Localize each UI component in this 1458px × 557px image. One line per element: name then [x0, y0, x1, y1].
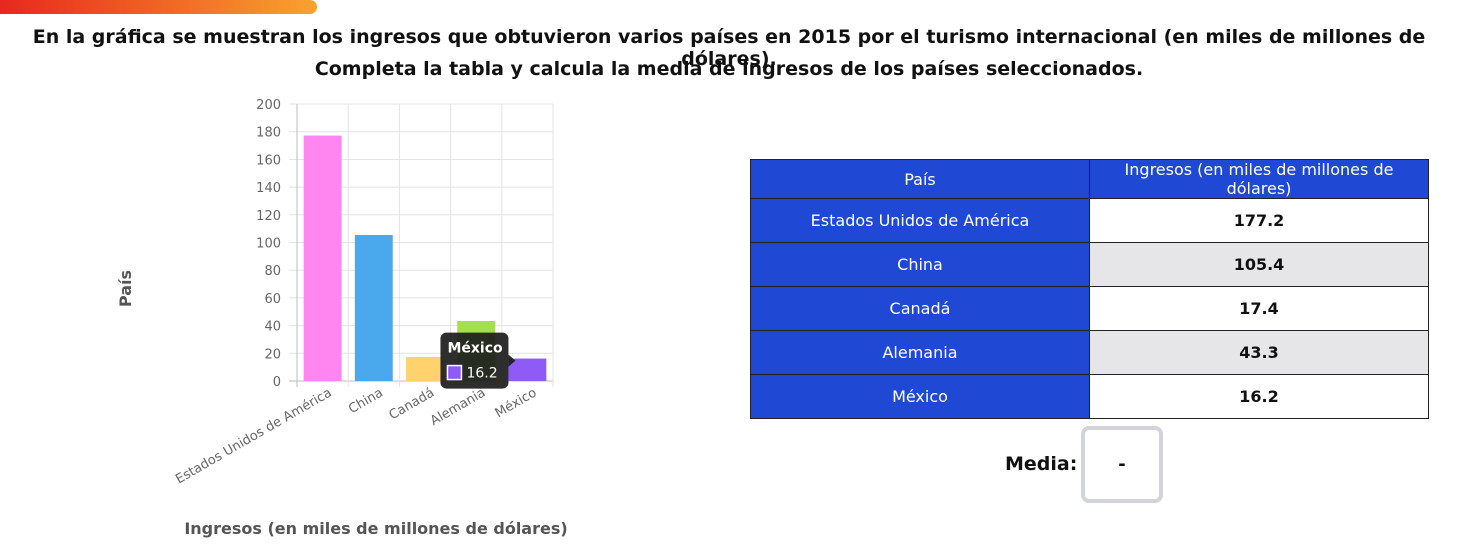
x-tick-label: China [346, 385, 386, 417]
y-tick-label: 160 [256, 153, 281, 168]
table-cell-income[interactable]: 43.3 [1089, 330, 1429, 375]
bar-5 [508, 358, 547, 381]
table-cell-country: China [750, 242, 1090, 287]
y-tick-label: 20 [264, 347, 281, 362]
table-cell-country: México [750, 374, 1090, 419]
table-cell-country: Alemania [750, 330, 1090, 375]
tooltip-swatch [446, 364, 463, 381]
bar-2 [354, 235, 393, 381]
x-tick-label: México [493, 385, 540, 421]
mean-input[interactable]: - [1081, 426, 1163, 503]
y-tick-label: 100 [256, 237, 281, 252]
progress-bar-fill [0, 0, 317, 14]
progress-bar [0, 0, 680, 14]
y-tick-label: 200 [256, 98, 281, 113]
bar-3 [406, 356, 444, 381]
y-tick-label: 0 [273, 375, 281, 390]
mean-label: Media: [1005, 453, 1078, 475]
header-income: Ingresos (en miles de millones de dólare… [1089, 159, 1429, 199]
tooltip-title: México [447, 341, 503, 357]
question-prompt-line-2: Completa la tabla y calcula la media de … [314, 58, 1144, 80]
y-tick-label: 140 [256, 181, 281, 196]
table-row: Canadá 17.4 [750, 286, 1429, 331]
x-tick-label: Estados Unidos de América [173, 385, 334, 487]
table-cell-income[interactable]: 105.4 [1089, 242, 1429, 287]
bar-1 [303, 135, 342, 381]
mean-value: - [1118, 454, 1126, 475]
table-row: China 105.4 [750, 242, 1429, 287]
bar-chart: 0 20 40 60 80 100 120 140 160 180 200 Estados Unido… [116, 98, 568, 538]
table-row: Alemania 43.3 [750, 330, 1429, 375]
income-table: País Ingresos (en miles de millones de d… [750, 159, 1429, 419]
table-cell-income[interactable]: 177.2 [1089, 198, 1429, 243]
x-axis-title: Ingresos (en miles de millones de dólare… [184, 519, 567, 538]
table-cell-country: Estados Unidos de América [750, 198, 1090, 243]
table-header-row: País Ingresos (en miles de millones de d… [750, 159, 1429, 199]
table-row: Estados Unidos de América 177.2 [750, 198, 1429, 243]
y-axis-title: País [116, 270, 135, 307]
x-tick-label: Alemania [428, 385, 488, 428]
table-cell-income[interactable]: 17.4 [1089, 286, 1429, 331]
table-row: México 16.2 [750, 374, 1429, 419]
tooltip-arrow [508, 354, 516, 367]
table-cell-income[interactable]: 16.2 [1089, 374, 1429, 419]
y-tick-label: 40 [264, 320, 281, 335]
y-tick-label: 120 [256, 209, 281, 224]
table-cell-country: Canadá [750, 286, 1090, 331]
y-tick-label: 80 [264, 264, 281, 279]
y-tick-label: 60 [264, 292, 281, 307]
header-country: País [750, 159, 1090, 199]
question-prompt-line-1: En la gráfica se muestran los ingresos q… [32, 26, 1426, 70]
y-tick-label: 180 [256, 126, 281, 141]
tooltip-value: 16.2 [466, 366, 497, 382]
